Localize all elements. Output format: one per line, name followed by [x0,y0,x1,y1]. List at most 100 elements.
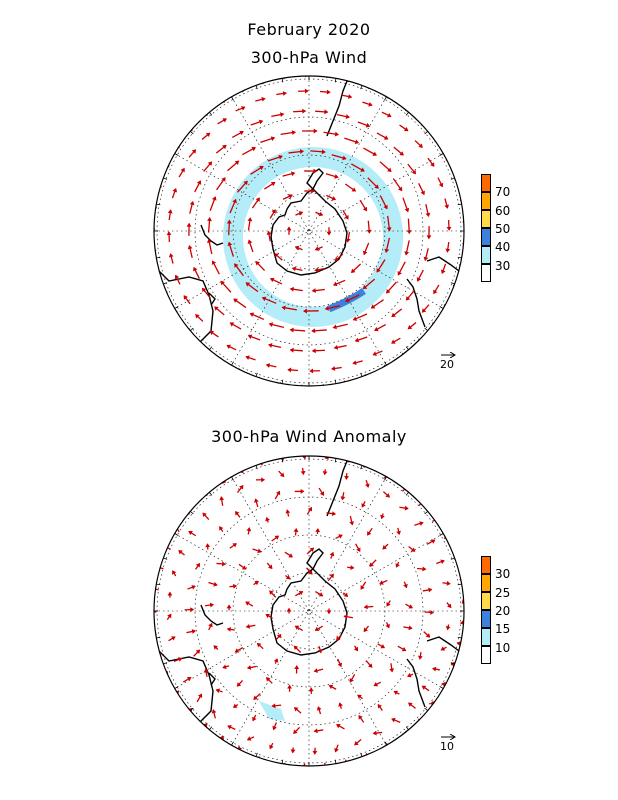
wind-vector-head [445,248,451,253]
wind-vector-head [299,149,304,155]
wind-vector-head [416,277,422,282]
wind-vector-head [332,324,337,330]
wind-vector-head [219,526,224,531]
wind-vector-head [154,564,159,570]
wind-vector-head [366,229,372,234]
wind-vector-head [245,282,251,287]
boundary-tick [174,533,179,536]
wind-vector-head [380,514,385,520]
wind-vector-head [290,749,296,754]
wind-vector-head [422,566,427,572]
wind-vector-head [293,527,299,533]
wind-vector-head [347,94,353,99]
boundary-tick [156,256,161,259]
boundary-tick [450,282,455,285]
wind-vector-head [209,602,215,608]
boundary-tick [457,636,462,639]
wind-vector-head [269,744,274,750]
wind-vector-head [226,344,231,350]
wind-vector-head [288,553,293,558]
wind-vector-head [404,505,409,511]
reference-vector-label: 20 [440,358,454,371]
wind-vector-head [249,312,255,317]
wind-vector-head [352,316,358,321]
wind-vector-head [368,463,374,469]
wind-vector-head [334,131,339,137]
colorbar-swatch [481,610,491,628]
colorbar-label: 30 [495,567,511,581]
wind-vector-head [289,327,294,333]
coastline [158,650,214,724]
wind-vector-head [360,585,365,590]
boundary-tick [209,346,213,350]
wind-vector-head [389,668,395,673]
wind-vector-head [168,253,174,258]
boundary-tick [281,759,284,764]
wind-vector-head [358,715,363,720]
wind-vector-head [324,109,329,115]
wind-vector-head [354,741,359,746]
wind-vector-head [356,547,361,552]
wind-vector-head [403,583,408,589]
wind-vector-head [180,167,185,173]
wind-vector-head [326,610,332,615]
wind-vector-head [311,328,316,334]
wind-vector-head [247,334,253,340]
wind-vector-head [266,230,272,235]
boundary-tick [209,112,213,116]
boundary-tick [360,372,363,377]
wind-vector-head [195,562,200,568]
wind-vector-head [239,484,244,490]
boundary-tick [163,177,168,180]
wind-vector-head [408,604,413,609]
wind-vector-head [268,564,273,570]
wind-vector-head [279,112,285,118]
coastline [270,168,348,276]
wind-vector-head [380,644,386,649]
boundary-tick [457,583,462,586]
wind-vector-head [403,126,409,132]
wind-vector-head [433,289,438,295]
wind-vector-head [302,108,307,114]
wind-vector-head [183,295,188,300]
wind-vector-head [438,182,444,188]
boundary-tick [439,686,444,689]
wind-vector-head [397,271,402,276]
wind-vector-head [317,649,323,654]
wind-vector-head [245,623,251,629]
wind-vector-head [440,559,445,565]
wind-vector-head [167,591,173,596]
wind-vector-head [269,590,274,595]
wind-vector-head [430,609,435,615]
colorbar-label: 40 [495,240,511,254]
wind-vector-head [289,286,294,292]
wind-vector-head [372,730,377,736]
wind-vector-head [345,297,350,303]
wind-vector-head [294,625,300,630]
wind-vector-head [188,531,193,536]
colorbar-label: 30 [495,259,511,273]
anomaly-colorbar: 30 25 20 15 10 [481,556,541,668]
wind-vector [154,565,164,570]
wind-vector-head [303,308,307,314]
wind-vector-head [203,668,209,673]
wind-vector-head [309,368,314,374]
wind-vector-head [393,690,399,696]
wind-vector-head [314,626,320,632]
wind-vector-head [362,284,368,290]
wind-vector-head [191,585,196,590]
wind-vector-head [189,200,195,206]
wind-vector-head [190,607,195,613]
wind-vector-head [167,209,173,214]
wind-vector-head [331,196,337,201]
wind-vector-head [298,590,304,596]
wind-vector-head [428,587,433,593]
wind-vector-head [291,130,296,136]
colorbar-swatch [481,174,491,192]
wind-vector-head [301,767,304,770]
wind-vector-head [211,260,217,265]
boundary-tick [209,726,213,730]
wind-vector-head [430,162,435,167]
colorbar-label: 50 [495,222,511,236]
boundary-tick [255,752,258,757]
